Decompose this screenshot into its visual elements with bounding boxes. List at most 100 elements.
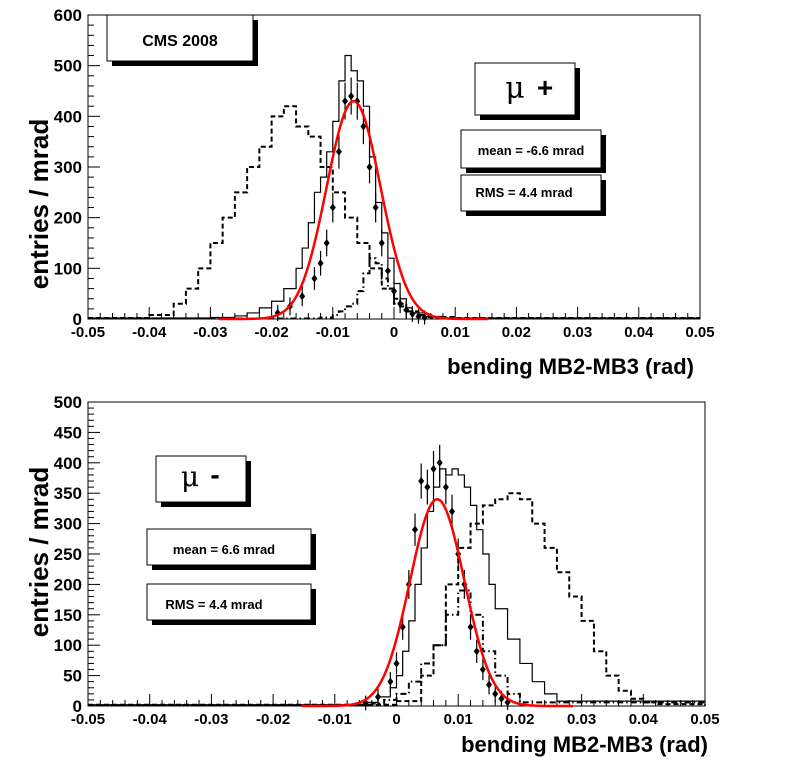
mean-text: mean = -6.6 mrad xyxy=(478,143,585,158)
data-point xyxy=(317,259,324,268)
rms-text: RMS = 4.4 mrad xyxy=(165,597,262,612)
plot-area: -0.05 -0.04 -0.03 -0.02 -0.01 0 0.01 0.02 0.03 0.… xyxy=(54,6,715,341)
charge-box: μ + xyxy=(474,62,580,120)
data-point xyxy=(323,239,330,247)
gaussian-fit-curve xyxy=(218,99,489,321)
x-tick-label: -0.02 xyxy=(254,324,288,341)
data-point xyxy=(362,698,369,707)
data-point xyxy=(498,694,505,703)
rms-text: RMS = 4.4 mrad xyxy=(475,185,572,200)
data-point xyxy=(418,477,425,486)
x-tick-label: 0.03 xyxy=(563,324,592,341)
y-tick-label: 500 xyxy=(54,57,82,76)
data-point xyxy=(335,147,342,156)
data-point xyxy=(342,97,349,106)
y-tick-label: 150 xyxy=(54,606,82,625)
y-tick-label: 400 xyxy=(54,454,82,473)
y-tick-label: 200 xyxy=(54,575,82,594)
x-tick-label: -0.01 xyxy=(316,324,350,341)
rms-box: RMS = 4.4 mrad xyxy=(146,583,316,625)
histogram-dashed xyxy=(88,492,706,706)
x-tick-label: 0.04 xyxy=(629,711,659,728)
data-point xyxy=(384,266,391,275)
data-point xyxy=(397,299,404,308)
data-point xyxy=(391,287,397,296)
y-tick-label: 500 xyxy=(54,393,82,412)
muon-symbol: μ xyxy=(181,460,199,493)
mean-text: mean = 6.6 mrad xyxy=(173,542,275,557)
mean-box: mean = 6.6 mrad xyxy=(146,528,316,570)
data-point xyxy=(366,163,373,171)
experiment-label: CMS 2008 xyxy=(142,33,218,50)
data-point xyxy=(479,665,486,674)
y-tick-label: 100 xyxy=(54,259,82,278)
gaussian-fit-curve xyxy=(301,498,573,708)
data-point xyxy=(449,507,456,516)
muon-symbol: μ xyxy=(505,71,525,106)
y-axis-label: entries / mrad xyxy=(24,467,54,638)
x-tick-label: -0.03 xyxy=(194,711,228,728)
y-tick-label: 400 xyxy=(54,107,82,126)
data-point xyxy=(467,622,474,631)
x-tick-label: 0 xyxy=(390,324,398,341)
y-tick-label: 350 xyxy=(54,484,82,503)
x-tick-label: 0 xyxy=(392,711,400,728)
data-point xyxy=(372,203,379,212)
x-tick-label: 0.02 xyxy=(505,711,534,728)
x-tick-label: 0.03 xyxy=(567,711,596,728)
x-axis-label: bending MB2-MB3 (rad) xyxy=(461,732,708,757)
x-tick-label: 0.02 xyxy=(502,324,531,341)
experiment-label-box: CMS 2008 xyxy=(106,14,258,66)
x-tick-label: -0.03 xyxy=(193,324,227,341)
histogram-dashdot xyxy=(88,257,700,320)
data-point xyxy=(486,680,493,689)
x-tick-label: -0.05 xyxy=(71,324,105,341)
data-point xyxy=(299,292,306,301)
y-tick-label: 600 xyxy=(54,6,82,25)
charge-sign: + xyxy=(537,72,553,103)
data-point xyxy=(348,92,355,101)
x-tick-label: -0.04 xyxy=(132,324,167,341)
y-tick-label: 300 xyxy=(54,515,82,534)
charge-sign: - xyxy=(210,459,219,490)
mean-box: mean = -6.6 mrad xyxy=(460,129,606,173)
data-point xyxy=(473,647,480,656)
data-point xyxy=(403,305,410,314)
x-axis-label: bending MB2-MB3 (rad) xyxy=(447,354,694,379)
x-tick-label: 0.04 xyxy=(624,324,654,341)
x-tick-label: 0.01 xyxy=(444,711,473,728)
histogram-solid xyxy=(88,468,706,706)
data-point xyxy=(492,689,499,698)
y-tick-label: 450 xyxy=(54,423,82,442)
data-point xyxy=(412,525,419,534)
y-tick-label: 0 xyxy=(73,310,82,329)
y-tick-label: 250 xyxy=(54,545,82,564)
y-tick-label: 300 xyxy=(54,158,82,177)
x-tick-label: 0.05 xyxy=(690,711,719,728)
data-point xyxy=(393,659,400,668)
data-point xyxy=(421,313,428,322)
x-tick-label: -0.02 xyxy=(256,711,290,728)
x-tick-label: -0.04 xyxy=(133,711,168,728)
data-point xyxy=(436,458,443,467)
data-point xyxy=(311,274,318,283)
y-axis-label: entries / mrad xyxy=(24,119,54,290)
histogram-dashdot xyxy=(88,589,706,707)
plot-area: -0.05 -0.04 -0.03 -0.02 -0.01 0 0.01 0.02 0.03 0.… xyxy=(54,393,720,728)
histogram-solid xyxy=(88,54,700,319)
data-point xyxy=(387,677,394,686)
data-point xyxy=(374,692,381,701)
data-point xyxy=(442,483,449,492)
histogram-dashed xyxy=(88,105,700,319)
y-tick-label: 100 xyxy=(54,636,82,655)
y-tick-label: 50 xyxy=(63,667,82,686)
data-point xyxy=(415,312,422,321)
charge-box: μ - xyxy=(155,455,251,507)
data-point xyxy=(378,239,385,247)
data-point xyxy=(430,464,437,473)
bottom-chart: entries / mrad bending MB2-MB3 (rad) μ -… xyxy=(24,393,720,757)
x-tick-label: 0.05 xyxy=(685,324,714,341)
data-point xyxy=(329,203,336,212)
y-tick-label: 0 xyxy=(73,697,82,716)
x-tick-label: -0.05 xyxy=(71,711,105,728)
